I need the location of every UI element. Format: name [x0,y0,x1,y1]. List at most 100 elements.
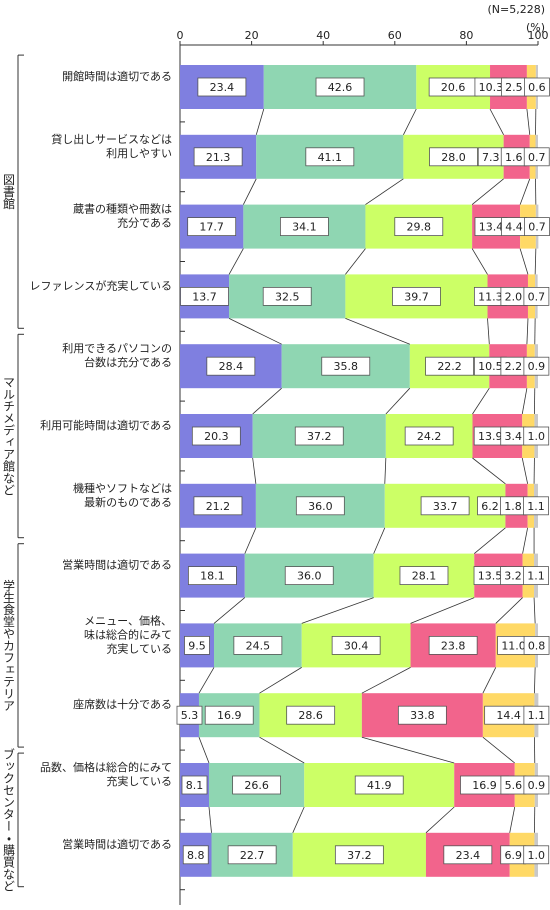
value-label: 28.1 [412,570,437,583]
value-label: 39.7 [404,290,429,303]
category-label: 機種やソフトなどは [73,481,172,495]
category-label: 充実している [106,642,172,655]
value-label: 28.0 [441,151,466,164]
value-label: 16.9 [472,779,497,792]
value-label-box [354,775,404,795]
connector [487,318,490,345]
value-label-box [523,566,549,585]
value-label: 2.2 [505,360,523,373]
connector [259,736,305,764]
value-label-box [204,705,254,725]
value-label-box [523,705,550,725]
connector [519,178,531,205]
category-label: 蔵書の種類や冊数は [73,202,172,216]
connector [519,248,529,275]
value-label-box [394,217,444,237]
value-label: 2.5 [505,81,523,94]
value-label: 20.6 [441,81,466,94]
value-label-box [523,636,550,655]
value-label: 0.9 [528,779,546,792]
connector [482,736,515,764]
value-label-box [193,147,243,167]
value-label: 1.8 [504,500,522,513]
value-label: 34.1 [292,221,317,234]
value-label-box [232,775,282,795]
value-label-box [523,775,550,795]
value-label-box [524,77,550,97]
sample-size-note: (N=5,228) [487,3,545,16]
value-label: 8.1 [186,779,204,792]
value-label: 22.2 [437,360,462,373]
value-label: 5.3 [181,709,199,722]
connector [345,318,410,345]
value-label: 13.7 [192,290,217,303]
value-label-box [399,566,449,585]
connector [252,387,282,415]
connector [482,667,497,694]
value-label-box [523,286,550,306]
value-label: 24.5 [246,639,271,652]
connector [365,178,404,205]
connector [472,387,490,415]
x-tick-label: 20 [245,29,259,42]
value-label: 11.3 [478,290,503,303]
value-label: 28.6 [298,709,323,722]
connector [489,108,504,135]
connector [213,597,246,624]
value-label: 37.2 [307,430,332,443]
value-label: 5.6 [505,779,523,792]
connector [255,108,265,135]
value-label: 17.7 [199,221,224,234]
connector [522,527,529,554]
value-label: 21.2 [206,500,231,513]
value-label-box [443,845,493,865]
value-label: 23.8 [441,639,466,652]
value-label: 1.1 [527,500,545,513]
value-label: 8.8 [187,849,205,862]
value-label-box [294,426,344,446]
category-label: メニュー、価格、 [84,613,172,627]
value-label: 41.9 [367,779,392,792]
value-label-box [315,77,365,97]
value-label: 3.4 [504,430,522,443]
value-label-box [523,426,550,446]
connector [228,318,282,345]
value-label-box [404,426,454,446]
value-label: 28.4 [219,360,244,373]
value-label: 1.0 [527,849,545,862]
value-label-box [197,77,247,97]
x-tick-label: 100 [528,29,549,42]
value-label-box [206,356,256,376]
connector [410,597,475,624]
value-label: 10.3 [479,81,504,94]
connector [243,178,257,205]
value-label-box [233,636,283,655]
value-label-box [284,566,334,585]
connector [534,248,537,275]
connector [301,597,374,624]
category-label: 味は総合的にみて [84,627,172,641]
connector [244,527,257,554]
connector [252,457,257,484]
group-label: ブックセンター・購買など [2,746,16,891]
category-label: 営業時間は適切である [62,558,172,572]
value-label-box [181,775,208,795]
value-label: 1.1 [528,709,546,722]
value-label-box [262,286,312,306]
connector [373,527,386,554]
connector [361,736,455,764]
x-tick-label: 0 [177,29,184,42]
value-label: 33.8 [410,709,435,722]
connector [526,318,529,345]
unit-label: (%) [526,21,545,34]
value-label-box [193,496,243,516]
value-label: 30.4 [344,639,369,652]
value-label-box [184,636,210,655]
value-label: 9.5 [188,639,206,652]
connector [198,737,210,764]
value-label-box [523,845,550,865]
value-label-box [420,496,470,516]
value-label: 10.5 [478,360,503,373]
x-tick-label: 60 [388,29,402,42]
